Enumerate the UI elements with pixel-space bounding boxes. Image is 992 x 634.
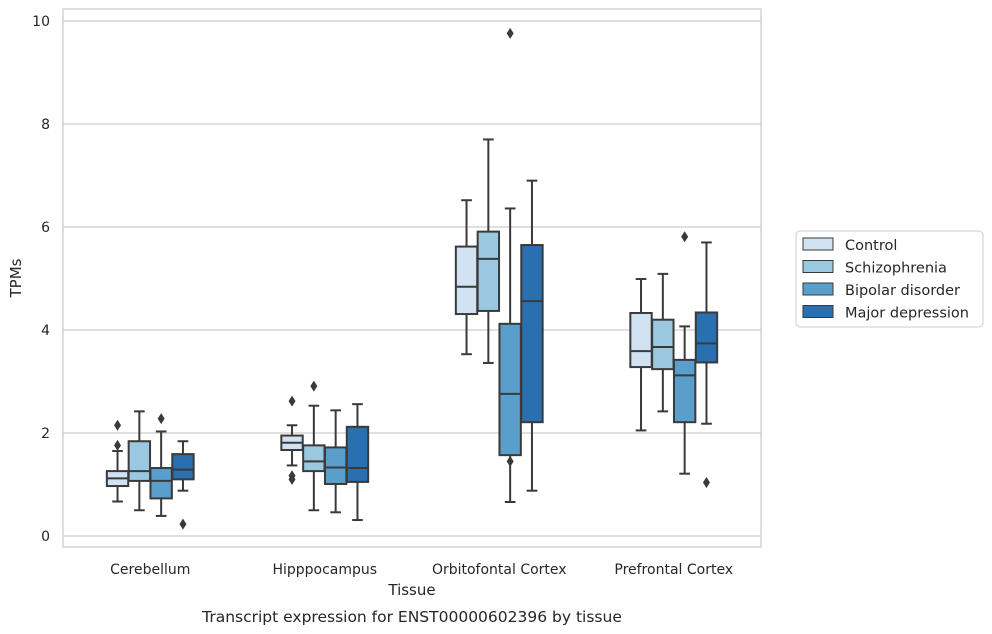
y-tick-label: 2 <box>41 426 50 442</box>
box-group <box>323 409 348 514</box>
plot-frame <box>62 8 762 548</box>
outlier-point <box>114 419 122 431</box>
box-group <box>520 179 544 492</box>
box-group <box>476 138 501 364</box>
plot-background <box>63 9 761 547</box>
box-group <box>345 403 370 522</box>
legend-swatch <box>802 282 834 296</box>
x-tick-labels: Cerebellum Hipppocampus Orbitofontal Corte… <box>110 562 733 578</box>
box-iqr <box>694 311 719 364</box>
box-group <box>651 272 675 413</box>
box-iqr <box>454 245 479 316</box>
box-iqr <box>629 312 653 369</box>
outlier-point <box>179 518 187 530</box>
box-iqr <box>498 322 522 457</box>
box-group <box>498 27 522 504</box>
box-group <box>171 440 195 530</box>
x-tick-label: Hipppocampus <box>272 562 377 578</box>
y-tick-label: 0 <box>41 529 50 545</box>
grid-lines <box>63 20 761 537</box>
x-tick-label: Cerebellum <box>110 562 190 578</box>
box-iqr <box>520 244 544 424</box>
y-tick-label: 6 <box>41 220 50 236</box>
box-iqr <box>651 318 675 371</box>
x-tick-label: Prefrontal Cortex <box>614 562 733 578</box>
legend-label: Major depression <box>845 306 969 322</box>
box-group <box>672 231 697 475</box>
box-iqr <box>149 467 173 500</box>
box-iqr <box>672 358 697 424</box>
box-iqr <box>323 446 348 485</box>
y-tick-label: 8 <box>41 117 50 133</box>
legend-label: Control <box>845 238 897 254</box>
box-iqr <box>345 425 370 483</box>
outlier-point <box>288 470 296 482</box>
legend-swatch <box>802 260 834 273</box>
box-group <box>105 419 130 503</box>
legend-swatch <box>802 237 834 251</box>
box-iqr <box>476 230 501 312</box>
legend-frame <box>795 230 984 328</box>
outlier-point <box>157 413 165 425</box>
box-iqr <box>302 444 326 473</box>
box-iqr <box>171 453 195 481</box>
outlier-point <box>506 455 514 467</box>
outlier-point <box>506 27 514 39</box>
y-tick-label: 4 <box>41 323 50 339</box>
box-group <box>694 241 719 488</box>
box-series <box>105 27 719 530</box>
y-axis-label: TPMs <box>7 258 25 298</box>
box-iqr <box>127 440 152 482</box>
x-tick-label: Orbitofontal Cortex <box>432 562 567 578</box>
outlier-point <box>681 231 689 243</box>
box-group <box>280 395 304 485</box>
box-group <box>149 413 173 517</box>
outlier-point <box>310 380 318 392</box>
box-group <box>127 410 152 512</box>
outlier-point <box>288 395 296 407</box>
legend-label: Bipolar disorder <box>845 283 960 299</box>
y-tick-labels: 0 2 4 6 8 10 <box>32 14 50 545</box>
x-axis-label: Tissue <box>387 581 435 599</box>
legend: Control Schizophrenia Bipolar disorder Majo… <box>795 230 984 328</box>
outlier-point <box>702 476 710 488</box>
chart-caption: Transcript expression for ENST0000060239… <box>201 608 622 626</box>
y-tick-label: 10 <box>32 14 50 30</box>
legend-swatch <box>802 305 834 318</box>
legend-label: Schizophrenia <box>845 261 947 277</box>
outlier-point <box>114 439 122 451</box>
